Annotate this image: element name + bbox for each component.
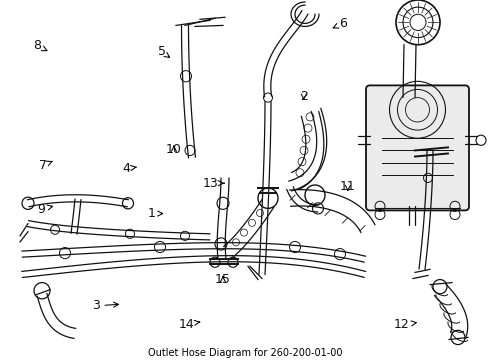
Text: 14: 14 xyxy=(178,318,200,331)
FancyBboxPatch shape xyxy=(366,85,469,210)
Text: 10: 10 xyxy=(166,143,182,156)
Text: 1: 1 xyxy=(148,207,163,220)
Text: 12: 12 xyxy=(394,318,416,331)
Text: 3: 3 xyxy=(92,300,119,312)
Text: 5: 5 xyxy=(158,45,170,58)
Text: 7: 7 xyxy=(39,159,52,172)
Text: 4: 4 xyxy=(122,162,136,175)
Text: 9: 9 xyxy=(38,203,52,216)
Text: 15: 15 xyxy=(215,274,231,287)
Text: Outlet Hose Diagram for 260-200-01-00: Outlet Hose Diagram for 260-200-01-00 xyxy=(148,348,342,358)
Text: 13: 13 xyxy=(203,177,224,190)
Text: 2: 2 xyxy=(300,90,308,103)
Text: 6: 6 xyxy=(333,17,347,30)
Text: 11: 11 xyxy=(340,180,356,193)
Text: 8: 8 xyxy=(33,39,47,52)
